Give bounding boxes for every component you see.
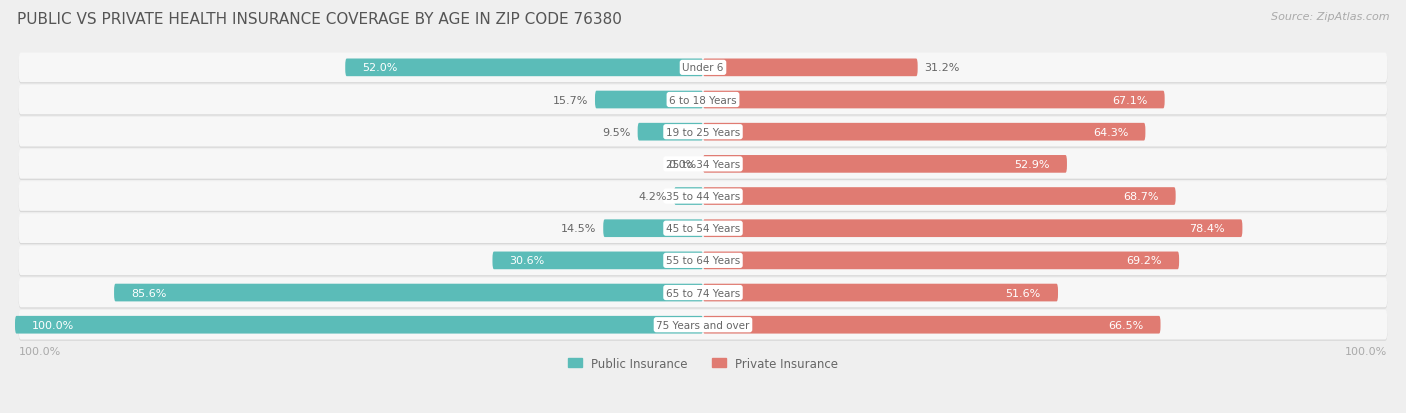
FancyBboxPatch shape [18,311,1388,341]
Text: 68.7%: 68.7% [1123,192,1159,202]
Text: 52.0%: 52.0% [363,63,398,73]
FancyBboxPatch shape [15,316,703,334]
FancyBboxPatch shape [603,220,703,237]
FancyBboxPatch shape [18,247,1388,277]
Text: 100.0%: 100.0% [18,346,60,356]
FancyBboxPatch shape [18,151,1388,180]
Text: 31.2%: 31.2% [925,63,960,73]
FancyBboxPatch shape [18,182,1388,211]
Text: 69.2%: 69.2% [1126,256,1161,266]
Text: 25 to 34 Years: 25 to 34 Years [666,159,740,169]
Text: 100.0%: 100.0% [32,320,75,330]
FancyBboxPatch shape [492,252,703,270]
FancyBboxPatch shape [18,150,1388,179]
Text: 4.2%: 4.2% [638,192,668,202]
FancyBboxPatch shape [18,278,1388,308]
FancyBboxPatch shape [703,156,1067,173]
Text: 65 to 74 Years: 65 to 74 Years [666,288,740,298]
Text: 52.9%: 52.9% [1014,159,1050,169]
FancyBboxPatch shape [703,123,1146,141]
FancyBboxPatch shape [18,87,1388,116]
Text: Under 6: Under 6 [682,63,724,73]
FancyBboxPatch shape [673,188,703,205]
Text: PUBLIC VS PRIVATE HEALTH INSURANCE COVERAGE BY AGE IN ZIP CODE 76380: PUBLIC VS PRIVATE HEALTH INSURANCE COVER… [17,12,621,27]
Text: 9.5%: 9.5% [602,127,631,138]
Text: 66.5%: 66.5% [1108,320,1143,330]
Text: 78.4%: 78.4% [1189,224,1225,234]
FancyBboxPatch shape [703,316,1160,334]
FancyBboxPatch shape [18,279,1388,309]
FancyBboxPatch shape [18,183,1388,213]
FancyBboxPatch shape [18,55,1388,84]
FancyBboxPatch shape [18,53,1388,83]
Text: 6 to 18 Years: 6 to 18 Years [669,95,737,105]
FancyBboxPatch shape [18,310,1388,340]
FancyBboxPatch shape [703,284,1057,301]
FancyBboxPatch shape [18,215,1388,244]
Text: 100.0%: 100.0% [1346,346,1388,356]
Text: 64.3%: 64.3% [1092,127,1128,138]
FancyBboxPatch shape [703,252,1180,270]
Text: 0.0%: 0.0% [668,159,696,169]
FancyBboxPatch shape [638,123,703,141]
Legend: Public Insurance, Private Insurance: Public Insurance, Private Insurance [568,357,838,370]
Text: 75 Years and over: 75 Years and over [657,320,749,330]
FancyBboxPatch shape [703,59,918,77]
Text: 45 to 54 Years: 45 to 54 Years [666,224,740,234]
FancyBboxPatch shape [18,118,1388,147]
FancyBboxPatch shape [114,284,703,301]
Text: 51.6%: 51.6% [1005,288,1040,298]
FancyBboxPatch shape [595,91,703,109]
Text: 55 to 64 Years: 55 to 64 Years [666,256,740,266]
FancyBboxPatch shape [703,91,1164,109]
FancyBboxPatch shape [703,188,1175,205]
Text: 19 to 25 Years: 19 to 25 Years [666,127,740,138]
Text: 30.6%: 30.6% [509,256,546,266]
FancyBboxPatch shape [346,59,703,77]
Text: 15.7%: 15.7% [553,95,588,105]
Text: Source: ZipAtlas.com: Source: ZipAtlas.com [1271,12,1389,22]
FancyBboxPatch shape [18,246,1388,275]
FancyBboxPatch shape [18,85,1388,115]
FancyBboxPatch shape [703,220,1243,237]
Text: 35 to 44 Years: 35 to 44 Years [666,192,740,202]
FancyBboxPatch shape [18,214,1388,243]
FancyBboxPatch shape [18,119,1388,148]
Text: 85.6%: 85.6% [131,288,167,298]
Text: 14.5%: 14.5% [561,224,596,234]
Text: 67.1%: 67.1% [1112,95,1147,105]
